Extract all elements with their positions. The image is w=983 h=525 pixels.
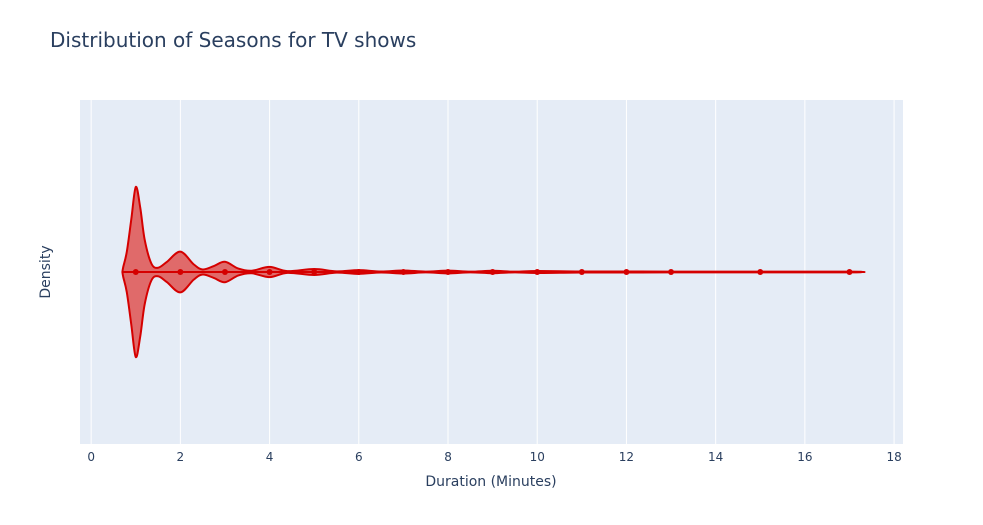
data-point-15 [757, 269, 764, 275]
data-point-5 [311, 269, 318, 275]
x-axis-title: Duration (Minutes) [425, 474, 556, 490]
data-point-2 [177, 269, 184, 275]
data-point-13 [668, 269, 675, 275]
x-tick-label: 6 [355, 450, 363, 464]
data-point-7 [400, 269, 407, 275]
x-tick-label: 12 [619, 450, 634, 464]
x-tick-label: 0 [87, 450, 95, 464]
y-axis-title: Density [38, 245, 54, 298]
x-tick-label: 4 [266, 450, 274, 464]
data-point-4 [266, 269, 273, 275]
x-tick-label: 18 [886, 450, 901, 464]
data-point-12 [623, 269, 630, 275]
data-point-8 [445, 269, 452, 275]
data-point-1 [132, 269, 139, 275]
x-tick-labels: 0 2 4 6 8 10 12 14 16 18 [87, 450, 901, 464]
data-point-9 [489, 269, 496, 275]
x-tick-label: 16 [797, 450, 812, 464]
data-point-17 [846, 269, 853, 275]
data-point-3 [221, 269, 228, 275]
x-tick-label: 2 [177, 450, 185, 464]
x-tick-label: 10 [530, 450, 545, 464]
data-point-6 [355, 269, 362, 275]
data-points [132, 269, 853, 275]
data-point-10 [534, 269, 541, 275]
chart-title: Distribution of Seasons for TV shows [50, 28, 417, 52]
x-tick-label: 14 [708, 450, 723, 464]
x-tick-label: 8 [444, 450, 452, 464]
data-point-11 [578, 269, 585, 275]
